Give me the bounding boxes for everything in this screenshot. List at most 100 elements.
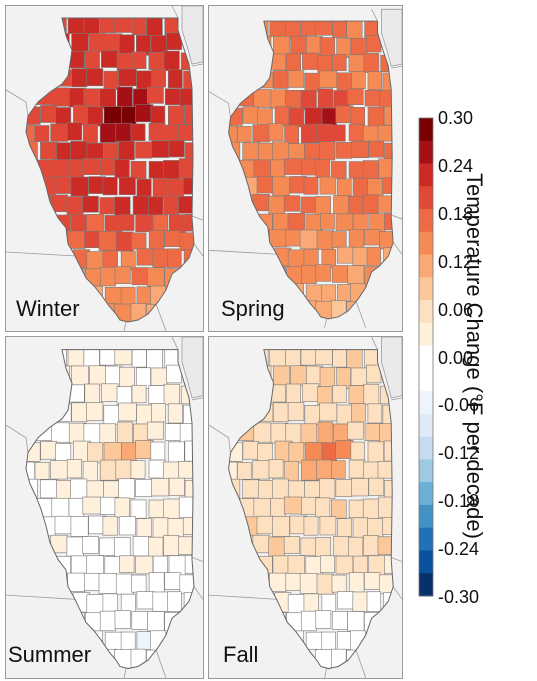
colorbar-swatch [419,300,433,324]
colorbar-tick-label: -0.06 [438,395,480,416]
neighbor-boundary [155,649,167,678]
county-cell [147,421,164,440]
county-cell [118,176,136,195]
county-cell [131,51,147,70]
lake-michigan [181,337,203,399]
county-cell [283,536,300,554]
county-cell [82,536,99,554]
county-cell [168,477,185,496]
colorbar-swatch [419,504,433,529]
county-cell [131,384,147,404]
county-cell [34,125,50,142]
neighbor-boundary [391,65,402,69]
colorbar-swatch [419,231,433,256]
county-cell [119,555,135,573]
lake-michigan [381,8,402,67]
colorbar-swatch [419,209,433,233]
neighbor-boundary [324,668,327,678]
county-cell [366,591,382,612]
county-cell [119,214,135,231]
season-label-fall: Fall [219,642,263,668]
colorbar-swatch [419,482,433,506]
colorbar-swatch [419,140,433,165]
map-panel-fall: Fall [208,336,403,679]
county-cell [167,69,183,89]
season-label-winter: Winter [12,296,84,322]
county-cell [70,176,89,197]
county-cell [377,461,394,479]
county-cell [331,499,347,519]
neighbor-boundary [391,214,402,220]
county-cell [182,517,194,535]
county-cell [66,122,83,141]
neighbor-boundary [171,337,179,350]
neighbor-boundary [371,9,378,22]
colorbar-swatch [419,573,433,597]
county-cell [382,177,394,194]
colorbar-tick-label: 0.12 [438,251,474,272]
illinois-map-fall [209,337,402,678]
county-cell [114,266,131,285]
neighbor-boundary [6,251,77,257]
county-cell [182,177,194,195]
county-cell [167,591,182,612]
county-cell [82,195,99,213]
neighbor-boundary [391,556,402,562]
state-outline [228,20,394,320]
colorbar-swatch [419,413,433,438]
county-cell [319,516,337,536]
neighbor-boundary [123,668,127,678]
colorbar-tick-label: 0.24 [438,155,474,176]
season-label-summer: Summer [6,642,96,668]
colorbar-tick-label: -0.18 [438,491,480,512]
colorbar-tick-label: -0.12 [438,443,480,464]
colorbar-swatch [419,436,433,460]
county-cell [331,124,346,142]
county-cell [315,610,332,629]
neighbor-boundary [392,242,402,255]
colorbar-tick-label: 0.00 [438,347,474,368]
county-cell [315,264,332,282]
county-cell [102,177,118,196]
county-cell [347,88,364,106]
county-cell [303,516,319,536]
neighbor-boundary [193,243,203,257]
colorbar-swatch [419,550,433,574]
colorbar-title-text: Temperature Change (°F per decade) [462,173,487,539]
neighbor-boundary [155,303,167,331]
county-cell [237,462,252,480]
neighbor-boundary [191,556,203,562]
colorbar-swatch [419,322,433,347]
county-grid [228,21,394,319]
colorbar-swatch [419,459,433,483]
colorbar-swatch [419,254,433,278]
county-cell [303,176,319,195]
county-cell [332,384,347,404]
colorbar-frame [418,117,434,597]
colorbar-swatch [419,277,433,301]
county-cell [366,246,382,266]
county-cell [147,86,164,104]
colorbar-swatch [419,345,433,369]
county-cell [319,213,335,230]
county-cell [268,459,284,479]
county-cell [331,161,347,179]
season-label-spring: Spring [217,296,289,322]
neighbor-boundary [209,249,278,255]
county-cell [130,499,147,519]
county-cell [283,195,300,212]
illinois-map-summer [6,337,203,678]
county-cell [367,403,383,424]
county-cell [272,176,290,196]
county-cell [272,516,290,537]
county-cell [331,460,346,479]
state-outline [228,349,394,670]
neighbor-boundary [191,397,203,401]
neighbor-boundary [193,586,203,600]
county-cell [66,459,83,479]
colorbar-tick-label: 0.06 [438,299,474,320]
map-panel-spring: Spring [208,5,403,332]
county-cell [178,461,194,479]
county-cell [130,460,146,479]
